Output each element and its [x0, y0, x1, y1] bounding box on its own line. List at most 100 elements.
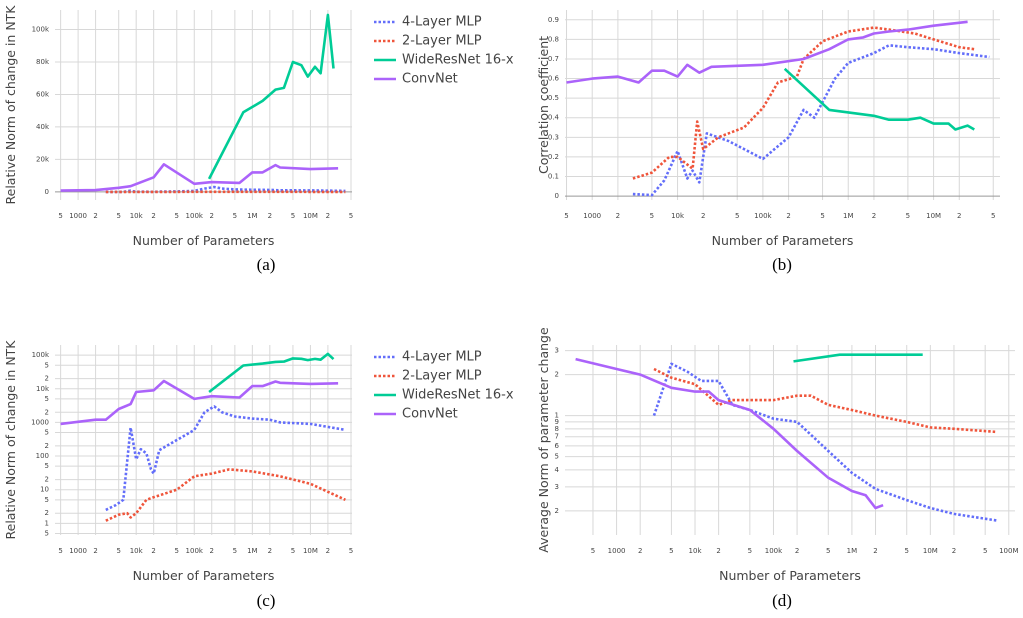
- series-line: [105, 405, 346, 512]
- x-tick-label: 2: [326, 547, 330, 555]
- y-tick-label: 5: [45, 361, 49, 369]
- legend-label: WideResNet 16-x: [402, 53, 514, 68]
- y-axis-title: Average Norm of parameter change: [536, 327, 551, 553]
- y-tick-label: 10: [40, 486, 49, 494]
- x-tick-label: 5: [116, 547, 120, 555]
- y-tick-label: 0.5: [548, 94, 559, 102]
- caption: (c): [257, 591, 276, 610]
- x-tick-label: 2: [616, 212, 620, 220]
- legend-label: 4-Layer MLP: [402, 350, 482, 365]
- x-tick-label: 5: [669, 547, 673, 555]
- series-line: [793, 353, 923, 363]
- x-tick-label: 10k: [130, 212, 144, 220]
- x-tick-label: 5: [233, 212, 237, 220]
- x-tick-label: 1000: [69, 547, 87, 555]
- x-tick-label: 5: [748, 547, 752, 555]
- x-tick-label: 2: [716, 547, 720, 555]
- series-line: [207, 13, 335, 180]
- x-tick-label: 2: [872, 212, 876, 220]
- legend-label: 4-Layer MLP: [402, 15, 482, 30]
- y-tick-label: 8: [555, 425, 559, 433]
- legend-label: 2-Layer MLP: [402, 369, 482, 384]
- y-tick-label: 2: [555, 371, 559, 379]
- y-tick-label: 5: [45, 529, 49, 537]
- x-tick-label: 2: [638, 547, 642, 555]
- x-tick-label: 2: [151, 547, 155, 555]
- y-tick-label: 3: [555, 347, 559, 355]
- x-tick-label: 2: [210, 212, 214, 220]
- x-tick-label: 5: [58, 212, 62, 220]
- series-line: [783, 67, 975, 131]
- y-tick-label: 5: [555, 453, 559, 461]
- y-tick-label: 10k: [36, 385, 50, 393]
- series-line: [60, 379, 339, 426]
- x-tick-label: 5: [58, 547, 62, 555]
- plot-area: [55, 10, 352, 200]
- plot-area: [55, 345, 352, 535]
- x-tick-label: 100k: [186, 547, 204, 555]
- y-tick-label: 1: [45, 519, 49, 527]
- y-tick-label: 0: [45, 188, 49, 196]
- x-tick-label: 10k: [130, 547, 144, 555]
- x-tick-label: 5: [735, 212, 739, 220]
- x-tick-label: 5: [650, 212, 654, 220]
- series-line: [566, 20, 968, 84]
- y-axis-title: Relative Norm of change in NTK: [3, 5, 18, 205]
- series-line: [575, 357, 884, 510]
- y-tick-label: 2: [45, 442, 49, 450]
- y-tick-label: 5: [45, 496, 49, 504]
- x-tick-label: 1M: [843, 212, 854, 220]
- y-tick-label: 0.2: [548, 153, 559, 161]
- x-tick-label: 2: [786, 212, 790, 220]
- x-tick-label: 10k: [671, 212, 685, 220]
- series-line: [105, 468, 346, 522]
- x-tick-label: 2: [93, 547, 97, 555]
- x-tick-label: 5: [991, 212, 995, 220]
- x-tick-label: 2: [268, 212, 272, 220]
- x-tick-label: 2: [326, 212, 330, 220]
- x-tick-label: 1M: [847, 547, 858, 555]
- series-line: [653, 367, 997, 434]
- y-tick-label: 5: [45, 462, 49, 470]
- y-tick-label: 2: [555, 507, 559, 515]
- x-tick-label: 100k: [754, 212, 772, 220]
- y-tick-label: 60k: [36, 90, 50, 98]
- x-tick-label: 2: [151, 212, 155, 220]
- y-tick-label: 6: [555, 442, 560, 450]
- x-tick-label: 5: [291, 212, 295, 220]
- y-tick-label: 0.6: [548, 75, 560, 83]
- y-tick-label: 100: [36, 452, 49, 460]
- y-tick-label: 0.9: [548, 16, 559, 24]
- legend-label: ConvNet: [402, 72, 458, 87]
- series-line: [105, 185, 346, 194]
- y-tick-label: 40k: [36, 123, 50, 131]
- y-tick-label: 2: [45, 509, 49, 517]
- x-tick-label: 5: [349, 547, 353, 555]
- x-axis-title: Number of Parameters: [719, 568, 861, 583]
- y-tick-label: 3: [555, 483, 559, 491]
- x-tick-label: 5: [591, 547, 595, 555]
- legend-label: 2-Layer MLP: [402, 34, 482, 49]
- y-axis-title: Relative Norm of change in NTK: [3, 340, 18, 540]
- y-tick-label: 80k: [36, 58, 50, 66]
- x-tick-label: 100k: [186, 212, 204, 220]
- x-tick-label: 100M: [999, 547, 1018, 555]
- x-tick-label: 10M: [303, 547, 318, 555]
- y-tick-label: 0.4: [548, 114, 560, 122]
- x-tick-label: 2: [701, 212, 705, 220]
- caption: (a): [257, 255, 276, 274]
- x-tick-label: 1M: [247, 212, 258, 220]
- y-tick-label: 100k: [32, 351, 50, 359]
- y-tick-label: 2: [45, 476, 49, 484]
- x-tick-label: 1M: [247, 547, 258, 555]
- y-tick-label: 7: [555, 433, 559, 441]
- y-tick-label: 4: [555, 466, 560, 474]
- y-tick-label: 0: [555, 192, 559, 200]
- y-tick-label: 2: [45, 375, 49, 383]
- x-tick-label: 5: [233, 547, 237, 555]
- x-tick-label: 100k: [765, 547, 783, 555]
- x-tick-label: 2: [268, 547, 272, 555]
- x-tick-label: 5: [906, 212, 910, 220]
- y-tick-label: 0.3: [548, 133, 559, 141]
